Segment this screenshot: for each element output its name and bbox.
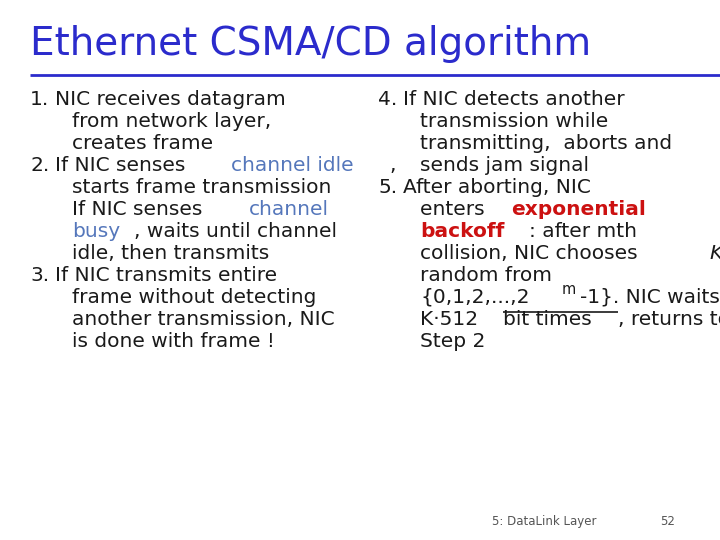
Text: enters: enters <box>420 200 491 219</box>
Text: starts frame transmission: starts frame transmission <box>72 178 331 197</box>
Text: bit times: bit times <box>503 310 592 329</box>
Text: is done with frame !: is done with frame ! <box>72 332 275 351</box>
Text: frame without detecting: frame without detecting <box>72 288 316 307</box>
Text: transmission while: transmission while <box>420 112 608 131</box>
Text: 5.: 5. <box>378 178 397 197</box>
Text: random from: random from <box>420 266 552 285</box>
Text: 3.: 3. <box>30 266 49 285</box>
Text: exponential: exponential <box>512 200 647 219</box>
Text: , returns to: , returns to <box>618 310 720 329</box>
Text: 4.: 4. <box>378 90 397 109</box>
Text: busy: busy <box>72 222 120 241</box>
Text: sends jam signal: sends jam signal <box>420 156 589 175</box>
Text: If NIC senses: If NIC senses <box>55 156 192 175</box>
Text: 52: 52 <box>660 515 675 528</box>
Text: transmitting,  aborts and: transmitting, aborts and <box>420 134 672 153</box>
Text: : after mth: : after mth <box>529 222 637 241</box>
Text: After aborting, NIC: After aborting, NIC <box>403 178 591 197</box>
Text: idle, then transmits: idle, then transmits <box>72 244 269 263</box>
Text: channel: channel <box>248 200 328 219</box>
Text: 5: DataLink Layer: 5: DataLink Layer <box>492 515 596 528</box>
Text: ,: , <box>390 156 396 175</box>
Text: K·512: K·512 <box>420 310 485 329</box>
Text: channel idle: channel idle <box>231 156 354 175</box>
Text: backoff: backoff <box>420 222 505 241</box>
Text: 2.: 2. <box>30 156 49 175</box>
Text: from network layer,: from network layer, <box>72 112 271 131</box>
Text: If NIC detects another: If NIC detects another <box>403 90 625 109</box>
Text: -1}. NIC waits: -1}. NIC waits <box>580 288 719 307</box>
Text: another transmission, NIC: another transmission, NIC <box>72 310 335 329</box>
Text: creates frame: creates frame <box>72 134 213 153</box>
Text: If NIC senses: If NIC senses <box>72 200 209 219</box>
Text: 1.: 1. <box>30 90 49 109</box>
Text: collision, NIC chooses: collision, NIC chooses <box>420 244 644 263</box>
Text: NIC receives datagram: NIC receives datagram <box>55 90 286 109</box>
Text: m: m <box>562 282 575 298</box>
Text: Step 2: Step 2 <box>420 332 485 351</box>
Text: Ethernet CSMA/CD algorithm: Ethernet CSMA/CD algorithm <box>30 25 591 63</box>
Text: , waits until channel: , waits until channel <box>134 222 337 241</box>
Text: If NIC transmits entire: If NIC transmits entire <box>55 266 277 285</box>
Text: K: K <box>709 244 720 263</box>
Text: {0,1,2,...,2: {0,1,2,...,2 <box>420 288 529 307</box>
